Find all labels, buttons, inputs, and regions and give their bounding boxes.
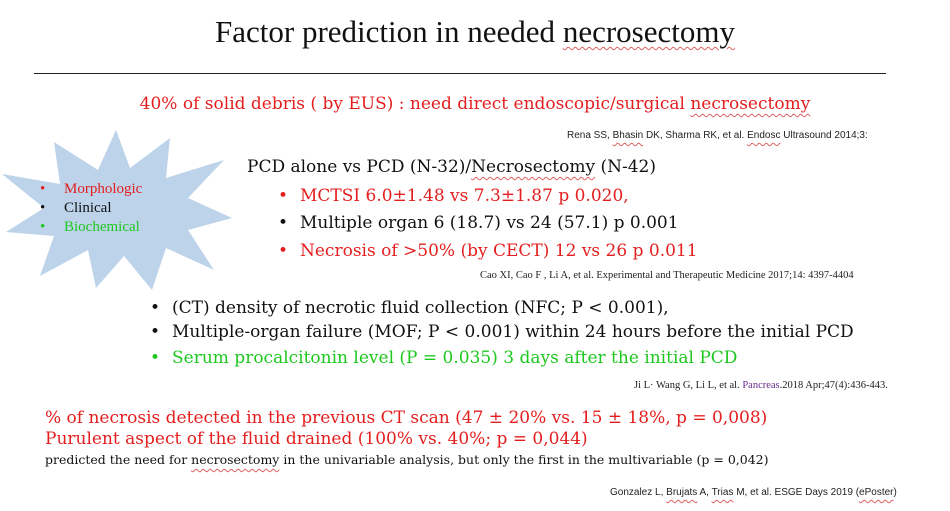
factor-clinical: • Clinical bbox=[40, 200, 112, 216]
reference-rena: Rena SS, Bhasin DK, Sharma RK, et al. En… bbox=[567, 130, 868, 141]
factor-biochemical: • Biochemical bbox=[40, 219, 140, 235]
headline: 40% of solid debris ( by EUS) : need dir… bbox=[139, 94, 811, 114]
pcd-item-1: • MCTSI 6.0±1.48 vs 7.3±1.87 p 0.020, bbox=[278, 186, 629, 206]
title-divider bbox=[34, 73, 886, 74]
factor-categories: • Morphologic • Clinical • Biochemical bbox=[40, 180, 142, 237]
title-underlined-word: necrosectomy bbox=[562, 14, 735, 49]
reference-ji: Ji L· Wang G, Li L, et al. Pancreas.2018… bbox=[634, 380, 888, 391]
pcd-header: PCD alone vs PCD (N-32)/Necrosectomy (N-… bbox=[247, 157, 656, 177]
necrosis-finding: % of necrosis detected in the previous C… bbox=[45, 408, 768, 428]
ct-item-2: • Multiple-organ failure (MOF; P < 0.001)… bbox=[150, 322, 854, 342]
reference-cao: Cao XI, Cao F , Li A, et al. Experimenta… bbox=[480, 270, 854, 281]
ct-item-1: • (CT) density of necrotic fluid collecti… bbox=[150, 298, 669, 318]
prediction-summary: predicted the need for necrosectomy in t… bbox=[45, 452, 769, 467]
starburst-shape bbox=[2, 130, 232, 290]
purulent-finding: Purulent aspect of the fluid drained (10… bbox=[45, 429, 588, 449]
reference-gonzalez: Gonzalez L, Brujats A, Trias M, et al. E… bbox=[610, 487, 897, 498]
factor-morphologic: • Morphologic bbox=[40, 181, 143, 197]
pcd-item-3: • Necrosis of >50% (by CECT) 12 vs 26 p 0… bbox=[278, 241, 698, 261]
ct-item-3: • Serum procalcitonin level (P = 0.035) 3… bbox=[150, 348, 738, 368]
slide-title: Factor prediction in needed necrosectomy bbox=[215, 14, 735, 49]
pcd-item-2: • Multiple organ 6 (18.7) vs 24 (57.1) p … bbox=[278, 213, 679, 233]
